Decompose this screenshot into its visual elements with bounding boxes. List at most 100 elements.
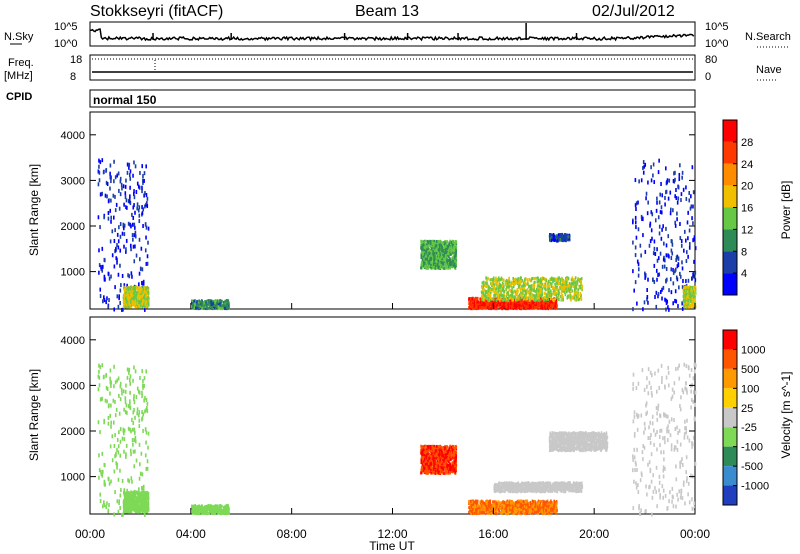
echo-cell xyxy=(129,222,131,227)
echo-cell xyxy=(511,286,513,290)
echo-cell xyxy=(672,270,675,275)
colorbar-swatch xyxy=(723,120,737,142)
echo-cell xyxy=(500,284,503,288)
echo-cell xyxy=(192,303,194,307)
echo-cell xyxy=(132,410,135,415)
echo-cell xyxy=(677,196,680,201)
echo-cell xyxy=(438,240,441,244)
echo-cell xyxy=(201,306,203,310)
echo-cell xyxy=(659,251,662,256)
echo-cell xyxy=(516,279,519,283)
echo-cell xyxy=(138,487,140,492)
echo-cell xyxy=(579,286,582,290)
echo-cell xyxy=(527,296,530,300)
echo-cell xyxy=(687,210,689,215)
echo-cell xyxy=(505,285,508,289)
echo-cell xyxy=(502,296,505,300)
echo-cell xyxy=(667,305,669,310)
echo-cell xyxy=(540,285,543,289)
echo-cell xyxy=(558,297,560,301)
echo-cell xyxy=(447,258,450,262)
echo-cell xyxy=(692,190,695,195)
echo-cell xyxy=(118,206,121,211)
echo-cell xyxy=(147,226,150,231)
echo-cell xyxy=(669,190,672,195)
echo-cell xyxy=(560,276,563,280)
echo-cell xyxy=(139,287,142,291)
echo-cell xyxy=(452,248,454,252)
echo-cell xyxy=(544,296,547,300)
echo-cell xyxy=(114,249,116,254)
echo-cell xyxy=(541,304,543,308)
echo-cell xyxy=(674,223,677,228)
echo-cell xyxy=(213,306,216,310)
echo-cell xyxy=(453,256,456,260)
echo-cell xyxy=(468,302,470,306)
echo-cell xyxy=(647,277,649,282)
echo-cell xyxy=(117,239,120,244)
echo-cell xyxy=(141,394,143,399)
echo-cell xyxy=(648,243,651,248)
echo-cell xyxy=(483,295,486,299)
echo-cell xyxy=(484,281,487,285)
echo-cell xyxy=(655,304,658,309)
echo-cell xyxy=(452,256,454,260)
echo-cell xyxy=(540,291,542,295)
echo-cell xyxy=(509,294,512,298)
echo-cell xyxy=(211,302,213,306)
echo-cell xyxy=(500,296,502,300)
echo-cell xyxy=(519,306,522,310)
echo-cell xyxy=(504,288,507,292)
echo-cell xyxy=(683,298,685,302)
echo-cell xyxy=(129,169,132,174)
echo-cell xyxy=(473,302,476,306)
echo-cell xyxy=(97,169,100,174)
echo-cell xyxy=(556,235,558,239)
echo-cell xyxy=(131,274,133,279)
echo-cell xyxy=(119,176,122,181)
echo-cell xyxy=(124,410,127,415)
echo-cell xyxy=(98,164,100,169)
echo-cell xyxy=(500,293,503,297)
echo-cell xyxy=(558,236,560,240)
echo-cell xyxy=(217,303,220,307)
echo-cell xyxy=(493,286,496,290)
echo-cell xyxy=(651,236,653,241)
echo-cell xyxy=(143,303,145,307)
echo-cell xyxy=(98,453,100,458)
echo-cell xyxy=(196,300,198,304)
echo-cell xyxy=(133,293,136,297)
echo-cell xyxy=(561,237,563,241)
nave-tick-80: 80 xyxy=(705,54,717,66)
echo-cell xyxy=(501,304,504,308)
echo-cell xyxy=(103,215,105,220)
echo-cell xyxy=(106,501,108,506)
echo-cell xyxy=(427,256,430,260)
echo-cell xyxy=(556,281,558,285)
echo-cell xyxy=(669,211,672,216)
echo-cell xyxy=(548,290,550,294)
echo-cell xyxy=(125,289,128,293)
echo-cell xyxy=(449,258,452,262)
echo-cell xyxy=(101,264,104,269)
echo-cell xyxy=(138,442,141,447)
echo-cell xyxy=(114,399,116,404)
echo-cell xyxy=(136,407,139,412)
echo-cell xyxy=(637,227,640,232)
echo-cell xyxy=(133,394,135,399)
echo-cell xyxy=(99,287,102,292)
echo-cell xyxy=(516,295,519,299)
echo-cell xyxy=(439,265,442,269)
echo-cell xyxy=(569,296,572,300)
echo-cell xyxy=(544,288,547,292)
echo-cell xyxy=(422,258,424,262)
echo-cell xyxy=(109,171,111,176)
echo-cell xyxy=(553,298,555,302)
echo-cell xyxy=(526,287,529,291)
echo-cell xyxy=(500,301,503,305)
echo-cell xyxy=(644,271,646,276)
echo-cell xyxy=(672,179,675,184)
echo-cell xyxy=(650,178,653,183)
echo-cell xyxy=(447,252,449,256)
echo-cell xyxy=(509,289,512,293)
